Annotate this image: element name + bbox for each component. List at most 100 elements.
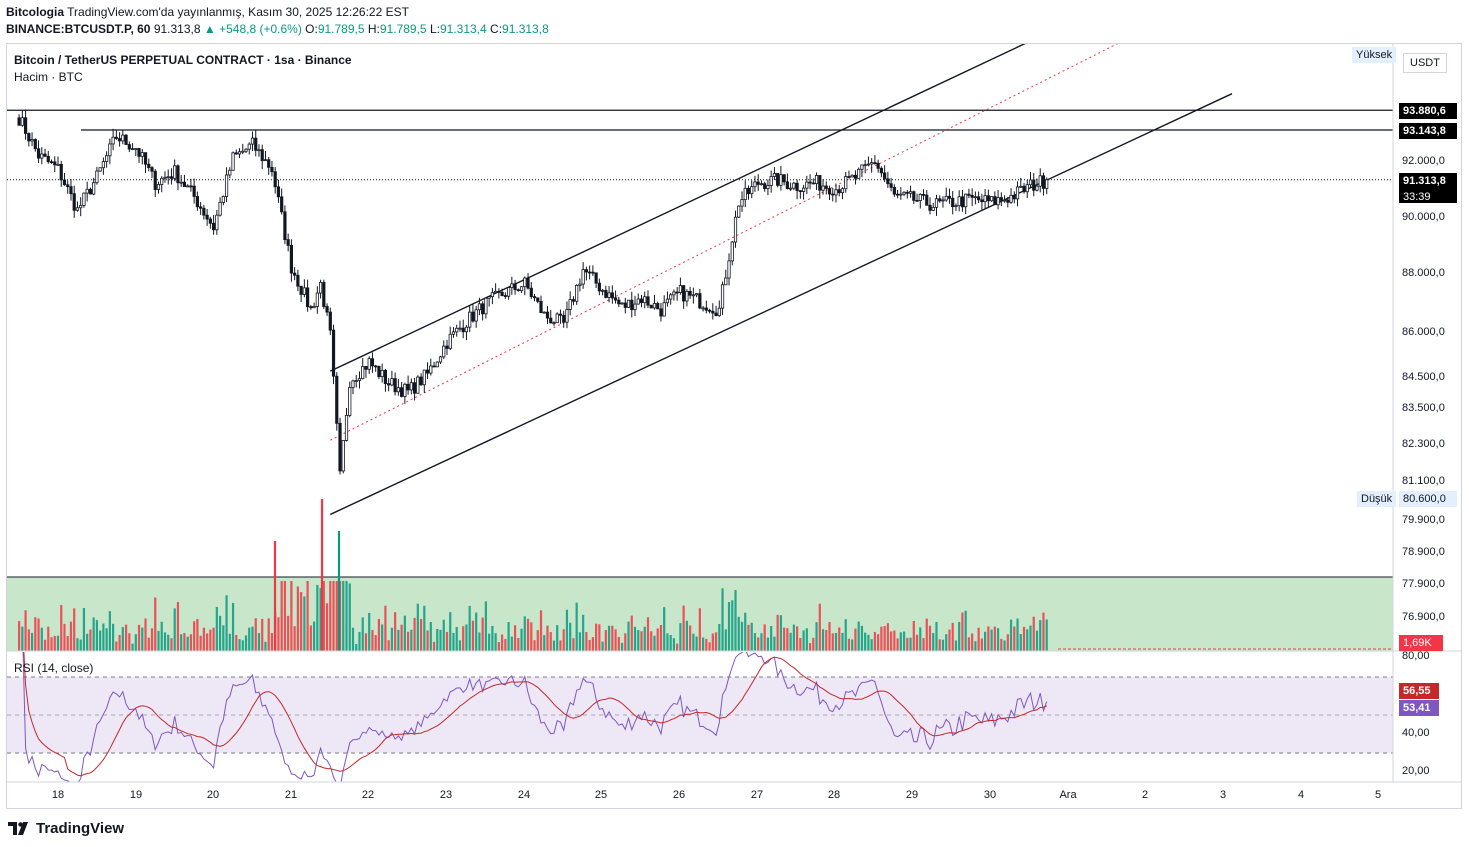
volume-bar <box>79 639 82 651</box>
candle-body <box>419 376 423 386</box>
candle-body <box>331 329 336 377</box>
candle <box>688 286 692 299</box>
rsi-tick: 20,00 <box>1402 765 1430 777</box>
candle-body <box>999 197 1003 201</box>
candle-body <box>510 283 514 288</box>
candle <box>192 178 196 204</box>
candle <box>506 287 511 300</box>
candle <box>328 307 332 335</box>
tradingview-logo-icon <box>8 821 28 835</box>
volume-bar <box>183 633 186 651</box>
volume-bar <box>53 635 56 651</box>
volume-bar <box>536 630 539 651</box>
volume-bar <box>407 631 410 651</box>
candle <box>931 202 935 211</box>
candle-body <box>591 271 595 274</box>
candle <box>870 158 874 173</box>
candle <box>986 189 990 209</box>
candle-body <box>620 302 624 305</box>
candle <box>510 276 514 295</box>
candle <box>876 159 880 173</box>
candle-body <box>983 195 987 203</box>
volume-bar <box>387 640 390 651</box>
candle-body <box>779 174 783 186</box>
candle <box>195 191 199 211</box>
candle <box>250 131 255 152</box>
candle-body <box>62 179 67 186</box>
candle <box>938 195 942 203</box>
candle-body <box>140 152 144 157</box>
candle <box>318 279 323 299</box>
candle-body <box>688 290 692 296</box>
volume-bar <box>565 609 569 651</box>
candle <box>782 174 786 186</box>
candle-body <box>59 164 63 181</box>
candle-body <box>662 302 666 317</box>
candle <box>753 175 757 192</box>
volume-bar <box>526 618 530 651</box>
time-tick: 21 <box>284 789 298 801</box>
candle <box>860 164 864 178</box>
candle <box>1012 191 1016 204</box>
volume-bar <box>669 635 672 651</box>
price-tick: 82.300,0 <box>1402 438 1445 450</box>
candle <box>88 187 93 195</box>
price-plot <box>7 44 1393 516</box>
candle-body <box>912 191 916 201</box>
candle <box>56 156 60 166</box>
volume-bar <box>556 625 559 651</box>
volume-bar <box>134 634 137 651</box>
candle <box>597 278 601 296</box>
low-value: 80.600,0 <box>1399 491 1457 507</box>
candle <box>442 340 446 360</box>
candle <box>785 173 789 190</box>
candle <box>69 179 73 201</box>
volume-bar <box>701 637 705 651</box>
candle <box>620 302 624 305</box>
candle <box>649 304 653 309</box>
volume-bar <box>611 625 614 651</box>
volume-bar <box>708 642 711 651</box>
volume-bar <box>585 631 588 651</box>
volume-bar <box>724 629 727 651</box>
candle <box>899 187 903 200</box>
candle-body <box>996 197 1000 206</box>
candle <box>863 159 867 174</box>
volume-bar <box>601 641 604 651</box>
candle <box>461 319 465 339</box>
candle-body <box>1006 199 1010 203</box>
candle-body <box>186 185 190 188</box>
candle <box>886 171 890 189</box>
candle <box>947 188 952 204</box>
candle-body <box>234 152 238 155</box>
candle-body <box>918 194 922 201</box>
candle <box>805 175 809 195</box>
candle-body <box>383 369 388 384</box>
candle <box>954 203 958 211</box>
volume-bar <box>394 612 397 651</box>
candle-body <box>199 206 203 209</box>
volume-bar <box>757 637 760 651</box>
symbol-interval: BINANCE:BTCUSDT.P, 60 <box>6 22 151 36</box>
author-name: Bitcologia <box>6 5 65 19</box>
volume-bar <box>747 624 750 651</box>
volume-bar <box>760 633 763 651</box>
candle-body <box>986 195 990 202</box>
candle-body <box>270 166 274 173</box>
volume-bar <box>598 624 601 651</box>
candle <box>672 289 676 301</box>
volume-bar <box>348 583 351 651</box>
currency-selector[interactable]: USDT <box>1403 53 1447 73</box>
candle-body <box>853 174 858 179</box>
candle <box>221 195 225 206</box>
candle-body <box>328 311 332 331</box>
candle-body <box>730 241 734 262</box>
volume-bar <box>264 641 267 651</box>
candle <box>646 290 650 309</box>
tradingview-logo[interactable]: TradingView <box>8 820 124 837</box>
candle <box>558 309 563 324</box>
candle-body <box>902 191 906 195</box>
volume-bar <box>283 581 287 651</box>
candle <box>377 365 381 380</box>
